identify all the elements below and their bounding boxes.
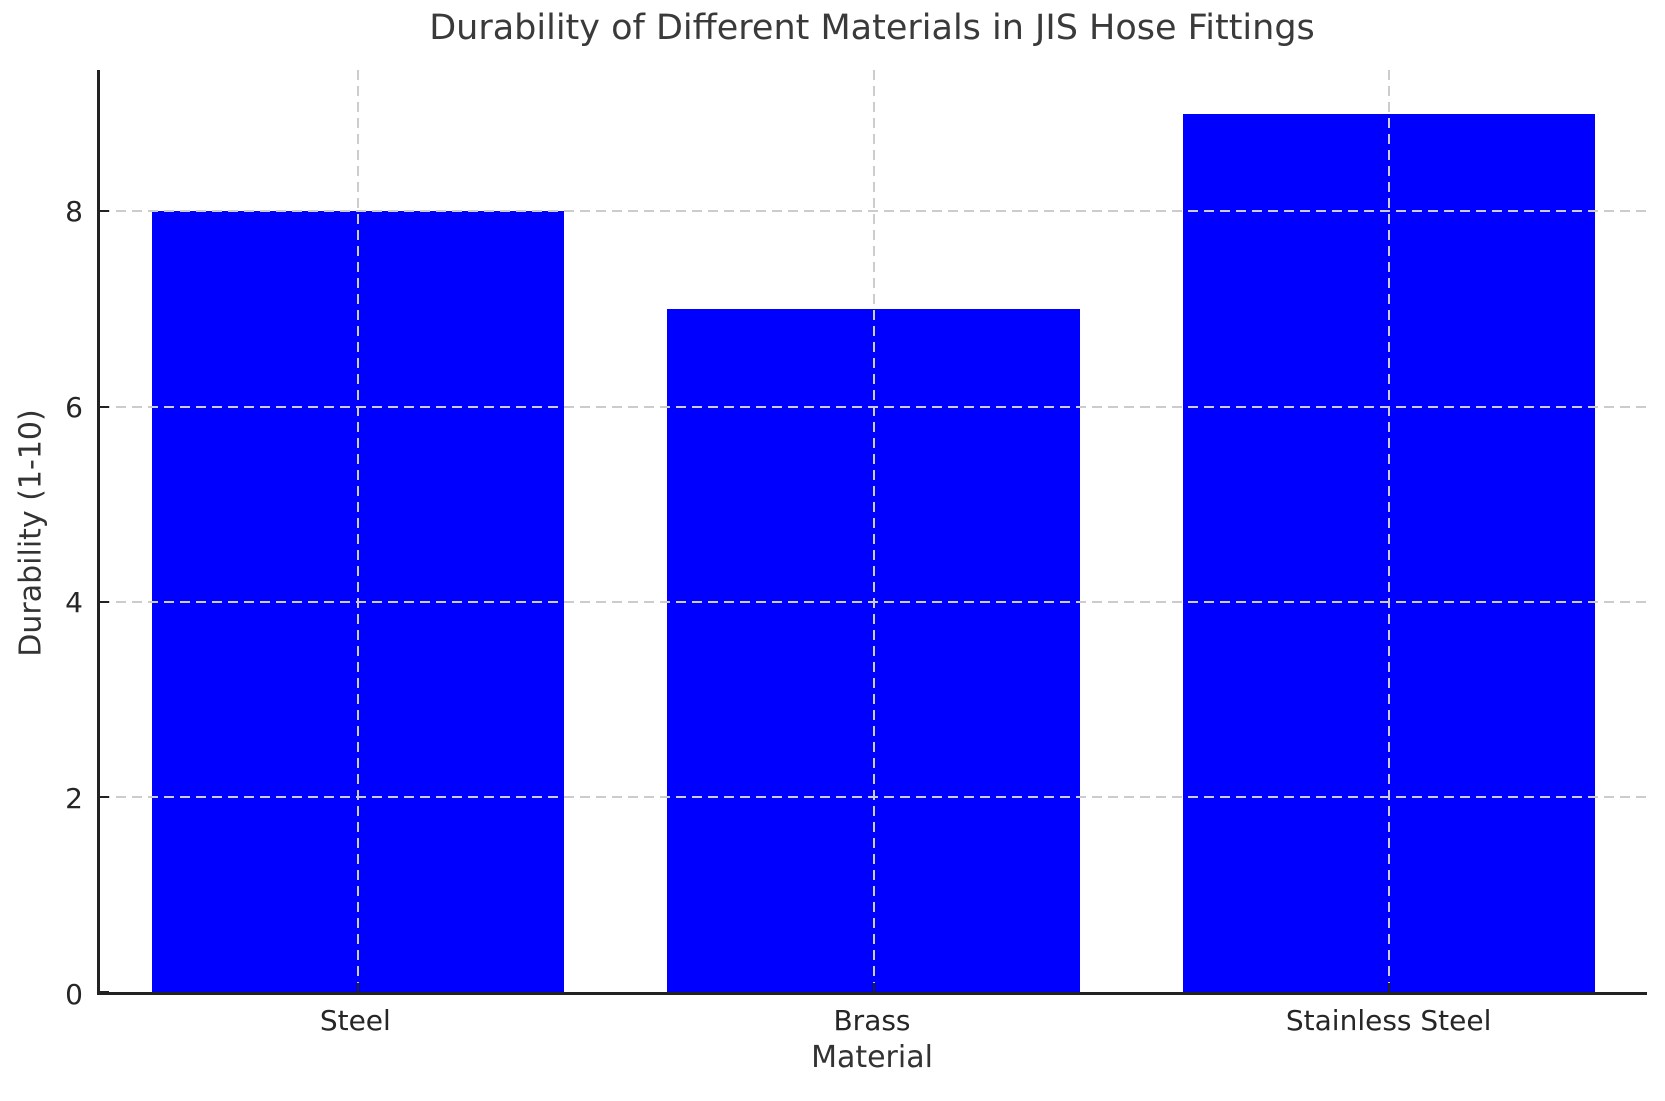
v-gridline (1388, 70, 1391, 992)
y-tick-mark (100, 405, 109, 408)
x-tick-label-brass: Brass (833, 1004, 911, 1037)
plot-area (97, 70, 1647, 995)
v-gridline (356, 70, 359, 992)
h-gridline (100, 405, 1647, 408)
x-tick-label-steel: Steel (319, 1004, 391, 1037)
y-axis-label: Durability (1-10) (13, 409, 49, 657)
y-tick-mark (100, 991, 109, 993)
x-tick-label-stainless-steel: Stainless Steel (1285, 1004, 1492, 1037)
x-axis-label: Material (811, 1040, 933, 1075)
y-tick-label: 0 (65, 978, 83, 1011)
y-tick-label: 8 (65, 194, 83, 228)
y-tick-label: 6 (65, 390, 83, 424)
y-tick-label: 2 (65, 782, 83, 816)
h-gridline (100, 795, 1647, 798)
x-tick-mark (1388, 983, 1391, 992)
y-tick-mark (100, 795, 109, 798)
y-tick-label: 4 (65, 586, 83, 620)
v-gridline (872, 70, 875, 992)
h-gridline (100, 600, 1647, 603)
chart-title: Durability of Different Materials in JIS… (429, 8, 1315, 48)
y-tick-mark (100, 210, 109, 213)
h-gridline (100, 210, 1647, 213)
x-tick-mark (872, 983, 875, 992)
x-tick-mark (356, 983, 359, 992)
y-tick-mark (100, 600, 109, 603)
